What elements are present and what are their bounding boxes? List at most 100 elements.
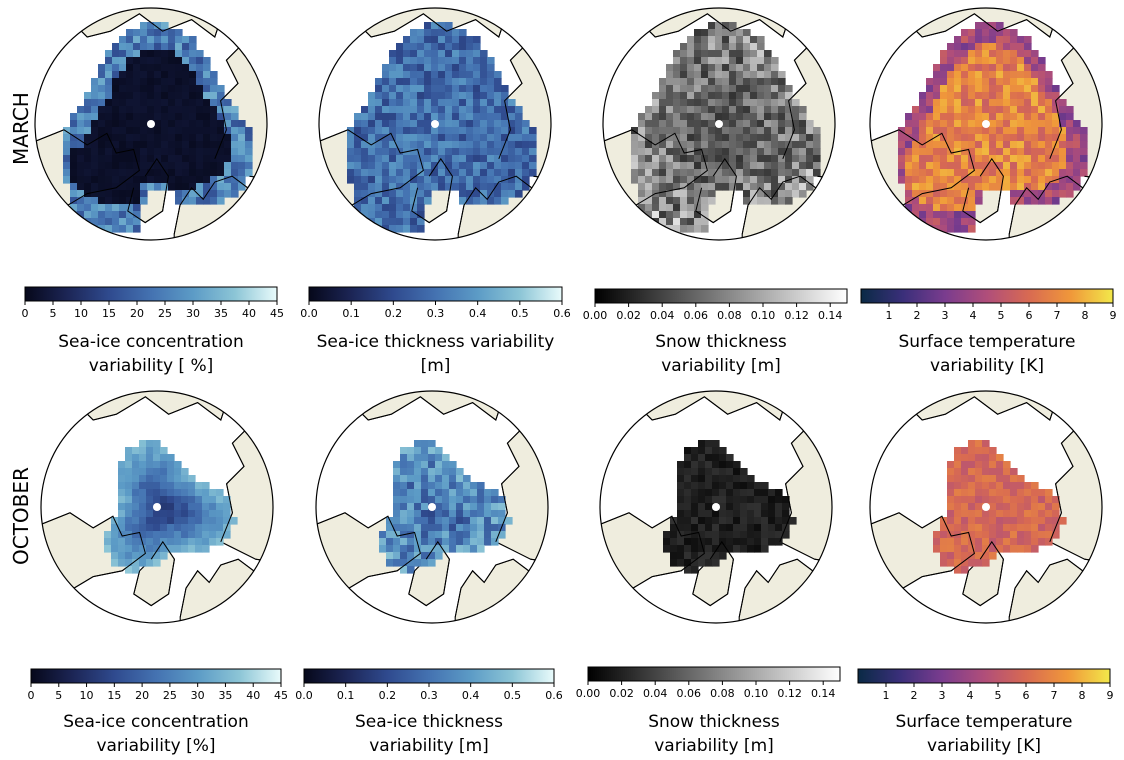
data-cell (687, 190, 695, 198)
data-cell (368, 148, 376, 156)
data-cell (161, 71, 169, 79)
data-cell (153, 552, 161, 560)
data-cell (133, 127, 141, 135)
data-cell (154, 176, 162, 184)
data-cell (684, 538, 692, 546)
data-cell (691, 496, 699, 504)
data-cell (181, 496, 189, 504)
data-cell (989, 468, 997, 476)
data-cell (1010, 176, 1018, 184)
data-cell (743, 36, 751, 44)
data-cell (224, 127, 232, 135)
data-cell (912, 106, 920, 114)
data-cell (126, 92, 134, 100)
data-cell (153, 489, 161, 497)
data-cell (196, 148, 204, 156)
data-cell (782, 531, 790, 539)
data-cell (473, 78, 481, 86)
data-cell (224, 134, 232, 142)
data-cell (196, 50, 204, 58)
data-cell (982, 92, 990, 100)
data-cell (666, 176, 674, 184)
data-cell (996, 120, 1004, 128)
data-cell (161, 64, 169, 72)
data-cell (403, 134, 411, 142)
colorbar-tick-label: 25 (158, 307, 172, 320)
data-cell (715, 113, 723, 121)
data-cell (188, 496, 196, 504)
data-cell (438, 148, 446, 156)
data-cell (139, 517, 147, 525)
data-cell (119, 141, 127, 149)
data-cell (996, 489, 1004, 497)
data-cell (428, 489, 436, 497)
data-cell (146, 531, 154, 539)
data-cell (459, 64, 467, 72)
data-cell (203, 92, 211, 100)
data-cell (919, 127, 927, 135)
data-cell (1024, 197, 1032, 205)
data-cell (125, 552, 133, 560)
data-cell (428, 517, 436, 525)
data-cell (785, 162, 793, 170)
data-cell (77, 141, 85, 149)
data-cell (410, 169, 418, 177)
data-cell (729, 71, 737, 79)
data-cell (140, 190, 148, 198)
data-cell (975, 148, 983, 156)
data-cell (898, 169, 906, 177)
data-cell (139, 496, 147, 504)
data-cell (473, 141, 481, 149)
data-cell (98, 71, 106, 79)
data-cell (684, 489, 692, 497)
data-cell (1003, 71, 1011, 79)
data-cell (175, 162, 183, 170)
data-cell (631, 162, 639, 170)
data-cell (154, 169, 162, 177)
data-cell (680, 190, 688, 198)
data-cell (715, 99, 723, 107)
data-cell (456, 496, 464, 504)
data-cell (1038, 538, 1046, 546)
data-cell (452, 127, 460, 135)
data-cell (680, 141, 688, 149)
data-cell (1045, 148, 1053, 156)
data-cell (1024, 169, 1032, 177)
data-cell (189, 78, 197, 86)
data-cell (975, 43, 983, 51)
data-cell (750, 106, 758, 114)
data-cell (473, 106, 481, 114)
data-cell (133, 183, 141, 191)
data-cell (452, 43, 460, 51)
data-cell (140, 78, 148, 86)
data-cell (125, 538, 133, 546)
data-cell (989, 447, 997, 455)
data-cell (428, 559, 436, 567)
data-cell (968, 78, 976, 86)
data-cell (919, 92, 927, 100)
data-cell (729, 78, 737, 86)
data-cell (996, 64, 1004, 72)
data-cell (1031, 85, 1039, 93)
data-cell (84, 204, 92, 212)
colorbar-tick-label: 4 (970, 309, 977, 322)
data-cell (975, 559, 983, 567)
data-cell (477, 517, 485, 525)
data-cell (645, 169, 653, 177)
data-cell (947, 225, 955, 233)
data-cell (673, 162, 681, 170)
data-cell (691, 566, 699, 574)
data-cell (691, 538, 699, 546)
data-cell (146, 538, 154, 546)
data-cell (687, 211, 695, 219)
data-cell (484, 503, 492, 511)
data-cell (139, 531, 147, 539)
data-cell (666, 113, 674, 121)
data-cell (146, 475, 154, 483)
data-cell (996, 141, 1004, 149)
data-cell (174, 545, 182, 553)
data-cell (740, 503, 748, 511)
data-cell (393, 559, 401, 567)
data-cell (494, 99, 502, 107)
data-cell (968, 162, 976, 170)
